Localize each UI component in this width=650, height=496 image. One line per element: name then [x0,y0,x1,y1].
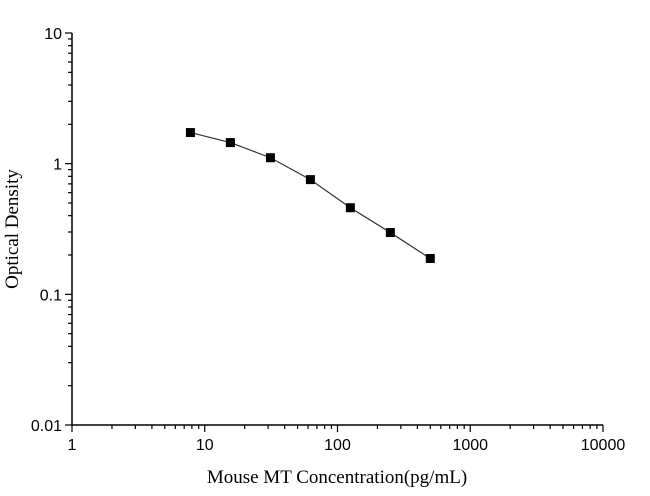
y-tick-label: 10 [44,26,62,43]
y-axis-title: Optical Density [2,169,23,289]
x-tick-label: 1 [68,437,77,454]
data-point-marker [305,175,315,185]
x-tick-label: 10 [196,437,214,454]
x-tick-labels: 1 10 100 1000 10000 [68,437,626,454]
data-series [185,128,435,264]
x-tick-label: 10000 [581,437,626,454]
x-tick-label: 1000 [452,437,488,454]
y-tick-label: 0.1 [40,287,62,304]
series-line [190,131,431,260]
data-point-marker [385,228,395,238]
y-tick-label: 1 [53,157,62,174]
data-point-marker [185,128,195,138]
data-point-marker [225,138,235,148]
x-axis-title: Mouse MT Concentration(pg/mL) [207,467,467,488]
x-tick-label: 100 [324,437,351,454]
tick-marks [65,32,604,432]
axes [71,33,603,426]
y-tick-labels: 0.01 0.1 1 10 [31,26,62,435]
data-point-marker [425,254,435,264]
data-point-marker [265,153,275,163]
data-point-marker [345,203,355,213]
y-tick-label: 0.01 [31,418,62,435]
